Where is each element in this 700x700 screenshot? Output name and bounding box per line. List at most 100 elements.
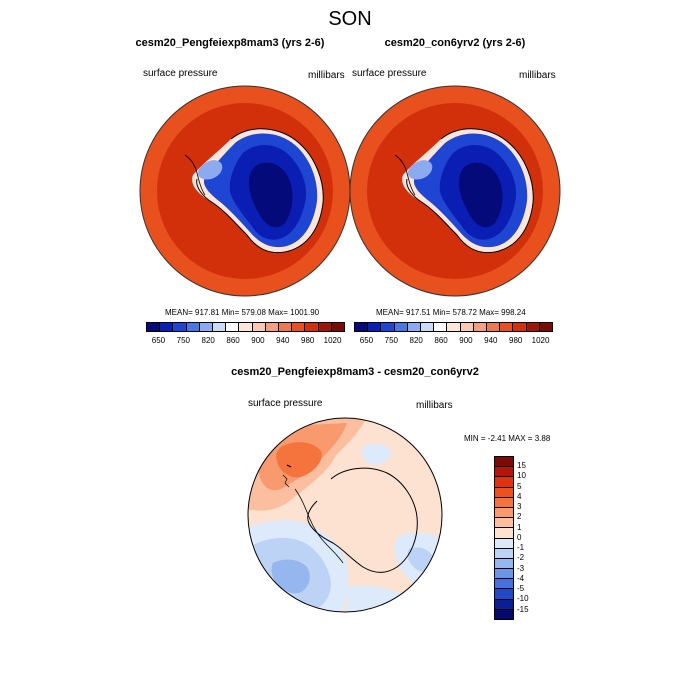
colorbar-swatch [460, 323, 474, 331]
colorbar-swatch [279, 323, 293, 331]
diff-colorbar-label: -5 [517, 584, 525, 593]
diff-units: millibars [416, 400, 453, 411]
colorbar-swatch [331, 323, 345, 331]
colorbar-swatch [239, 323, 253, 331]
colorbar-swatch [495, 579, 513, 590]
colorbar-swatch [526, 323, 540, 331]
diff-colorbar-label: 3 [517, 502, 522, 511]
colorbar-swatch [495, 558, 513, 570]
panel2-colorbar: 650 750 820 860 900 940 980 1020 [354, 322, 553, 346]
colorbar-swatch [226, 323, 240, 331]
colorbar-swatch [421, 323, 435, 331]
colorbar-swatch [394, 323, 408, 331]
diff-colorbar-label: 2 [517, 512, 522, 522]
colorbar-swatch [318, 323, 332, 331]
colorbar-swatch [355, 323, 369, 331]
panel1-polar-map [139, 85, 351, 297]
colorbar-swatch [407, 323, 422, 331]
diff-colorbar-label: 15 [517, 461, 526, 470]
diff-colorbar-label: 1 [517, 522, 522, 532]
panel1-units: millibars [308, 70, 345, 81]
panel1-colorbar-label: 1020 [323, 336, 342, 345]
diff-title: cesm20_Pengfeiexp8mam3 - cesm20_con6yrv2 [231, 366, 479, 378]
panel2-colorbar-label: 940 [484, 336, 498, 345]
diff-variable: surface pressure [248, 398, 323, 409]
diff-colorbar-label: 0 [517, 532, 522, 542]
colorbar-swatch [495, 609, 513, 619]
panel1-colorbar-label: 650 [151, 336, 166, 345]
panel1-title: cesm20_Pengfeiexp8mam3 (yrs 2-6) [135, 37, 325, 49]
panel1-colorbar-labels: 650 750 820 860 900 940 980 1020 [146, 336, 345, 346]
panel2-polar-map [349, 85, 561, 297]
panel2-variable: surface pressure [352, 68, 427, 79]
panel2-units: millibars [519, 70, 556, 81]
colorbar-swatch [160, 323, 174, 331]
diff-colorbar-label: -1 [517, 543, 525, 552]
colorbar-swatch [199, 323, 214, 331]
colorbar-swatch [495, 477, 513, 488]
panel2-stats: MEAN= 917.51 Min= 578.72 Max= 998.24 [376, 308, 526, 317]
colorbar-swatch [495, 599, 513, 610]
colorbar-swatch [513, 323, 527, 331]
colorbar-swatch [495, 548, 513, 559]
panel1-variable: surface pressure [143, 68, 218, 79]
colorbar-swatch [381, 323, 395, 331]
panel1-colorbar-label: 860 [226, 336, 240, 345]
colorbar-swatch [173, 323, 187, 331]
diff-colorbar-labels: 15 10 5 4 3 2 1 0 -1 -2 -3 -4 -5 -10 -15 [517, 461, 547, 615]
diff-colorbar-label: -10 [517, 594, 529, 604]
colorbar-swatch [292, 323, 306, 331]
colorbar-swatch [495, 487, 513, 498]
colorbar-swatch [495, 507, 513, 519]
panel2-colorbar-label: 750 [384, 336, 398, 345]
panel2-colorbar-label: 980 [509, 336, 523, 345]
page-title: SON [328, 8, 372, 30]
diff-colorbar-label: -2 [517, 553, 525, 563]
panel2-colorbar-label: 1020 [531, 336, 550, 345]
colorbar-swatch [495, 589, 513, 600]
panel1-colorbar-label: 980 [301, 336, 315, 345]
diff-colorbar-label: -4 [517, 573, 525, 583]
colorbar-swatch [147, 323, 161, 331]
colorbar-swatch [213, 323, 227, 331]
panel1-colorbar-label: 820 [201, 336, 215, 345]
panel1-colorbar: 650 750 820 860 900 940 980 1020 [146, 322, 345, 346]
colorbar-swatch [495, 497, 513, 508]
colorbar-swatch [495, 538, 513, 549]
colorbar-swatch [186, 323, 200, 331]
colorbar-swatch [487, 323, 501, 331]
colorbar-swatch [265, 323, 280, 331]
colorbar-swatch [539, 323, 553, 331]
panel1-colorbar-label: 750 [176, 336, 190, 345]
diff-colorbar-label: -15 [517, 604, 529, 614]
colorbar-swatch [495, 457, 513, 468]
panel2-colorbar-label: 860 [434, 336, 448, 345]
colorbar-swatch [495, 569, 513, 580]
panel1-stats: MEAN= 917.81 Min= 579.08 Max= 1001.90 [165, 308, 320, 317]
diff-colorbar-label: 4 [517, 491, 522, 501]
diff-stats: MIN = -2.41 MAX = 3.88 [464, 434, 551, 443]
colorbar-swatch [495, 467, 513, 478]
panel1-colorbar-label: 900 [251, 336, 265, 345]
panel1-colorbar-swatches [146, 322, 345, 332]
colorbar-swatch [495, 518, 513, 529]
colorbar-swatch [305, 323, 319, 331]
diff-colorbar-label: 5 [517, 481, 522, 491]
panel2-colorbar-labels: 650 750 820 860 900 940 980 1020 [354, 336, 553, 346]
colorbar-swatch [447, 323, 461, 331]
diff-colorbar-label: -3 [517, 563, 525, 573]
colorbar-swatch [368, 323, 382, 331]
colorbar-swatch [495, 528, 513, 539]
panel2-colorbar-label: 900 [459, 336, 473, 345]
diff-colorbar-swatches [494, 456, 514, 620]
colorbar-swatch [500, 323, 514, 331]
panel2-colorbar-label: 650 [359, 336, 374, 345]
colorbar-swatch [252, 323, 266, 331]
panel2-colorbar-label: 820 [409, 336, 423, 345]
colorbar-swatch [434, 323, 448, 331]
colorbar-swatch [473, 323, 488, 331]
panel1-colorbar-label: 940 [276, 336, 290, 345]
panel2-title: cesm20_con6yrv2 (yrs 2-6) [384, 37, 526, 49]
panel2-colorbar-swatches [354, 322, 553, 332]
diff-polar-map [247, 417, 443, 613]
